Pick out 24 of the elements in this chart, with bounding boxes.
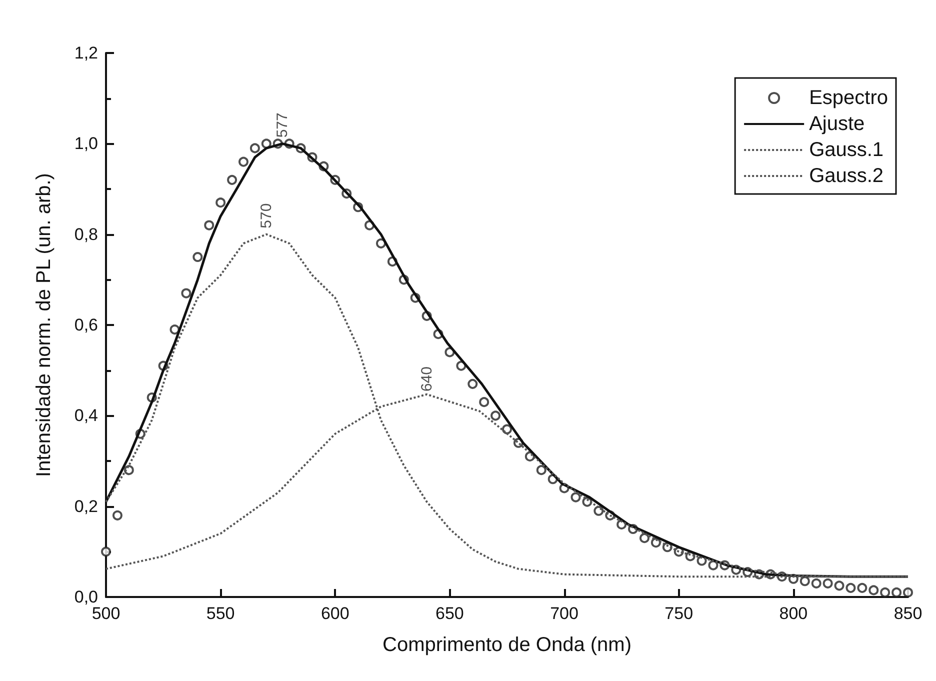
x-tick-label: 550 [206, 604, 235, 623]
annotation: 577 [274, 112, 291, 138]
x-tick-label: 700 [550, 604, 578, 623]
x-tick-label: 850 [894, 604, 922, 623]
x-tick-label: 600 [320, 604, 350, 623]
x-tick-label: 800 [779, 604, 808, 623]
y-tick-label: 0,4 [74, 406, 98, 426]
y-tick-label: 0,2 [74, 496, 98, 516]
x-tick-label: 750 [664, 604, 694, 623]
legend-label: Espectro [809, 87, 888, 109]
y-tick-label: 0,8 [74, 224, 98, 244]
annotation: 570 [258, 203, 275, 228]
legend-label: Gauss.1 [809, 139, 884, 161]
legend-label: Ajuste [809, 113, 865, 135]
y-tick-label: 1,2 [74, 44, 98, 62]
y-tick-label: 0,6 [74, 316, 98, 334]
y-axis-title: Intensidade norm. de PL (un. arb.) [33, 173, 55, 477]
legend-label: Gauss.2 [809, 165, 884, 187]
annotation: 640 [418, 366, 436, 392]
y-tick-label: 1,0 [74, 134, 98, 154]
x-tick-label: 650 [436, 604, 464, 623]
x-axis-title: Comprimento de Onda (nm) [382, 634, 632, 656]
y-tick-label: 0,0 [74, 588, 98, 606]
x-tick-label: 500 [92, 604, 120, 623]
